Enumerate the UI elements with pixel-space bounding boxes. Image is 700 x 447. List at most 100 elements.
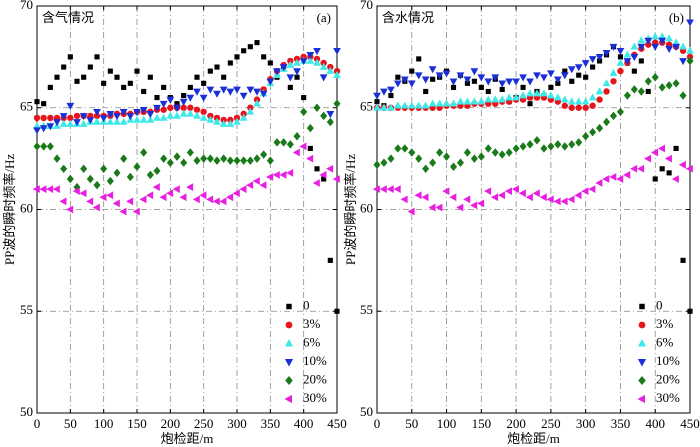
marker — [416, 56, 422, 62]
marker — [46, 142, 54, 151]
marker — [212, 197, 220, 206]
x-tick-label: 200 — [506, 416, 526, 431]
marker — [497, 191, 506, 200]
marker — [326, 66, 335, 74]
legend-label: 30% — [656, 390, 680, 405]
marker — [386, 185, 394, 194]
marker — [414, 101, 423, 109]
marker — [685, 164, 693, 173]
marker — [120, 154, 128, 163]
marker — [67, 54, 73, 60]
marker — [679, 91, 687, 100]
marker — [595, 54, 604, 62]
marker — [435, 203, 443, 212]
marker — [320, 111, 328, 121]
marker — [609, 68, 618, 76]
marker — [273, 68, 281, 76]
marker — [512, 78, 520, 86]
marker — [39, 185, 47, 194]
y-tick-label: 65 — [360, 99, 373, 114]
marker — [421, 193, 429, 202]
legend-label: 20% — [656, 371, 680, 386]
x-tick-label: 350 — [261, 416, 281, 431]
marker — [602, 49, 611, 58]
marker — [321, 176, 327, 182]
marker — [485, 88, 491, 95]
marker — [533, 72, 541, 80]
marker — [299, 142, 307, 151]
marker — [139, 195, 147, 204]
marker — [526, 89, 534, 97]
marker — [332, 175, 340, 183]
marker — [192, 195, 200, 204]
marker — [33, 114, 41, 122]
marker — [658, 37, 667, 45]
marker — [66, 119, 75, 127]
marker — [101, 80, 107, 86]
x-tick-label: 100 — [437, 416, 457, 431]
marker — [498, 80, 507, 88]
marker — [59, 197, 67, 206]
marker — [107, 68, 113, 74]
marker — [253, 154, 261, 163]
marker — [553, 76, 562, 84]
marker — [665, 34, 674, 42]
marker — [553, 93, 562, 101]
marker — [407, 207, 415, 216]
marker — [33, 142, 41, 151]
marker — [140, 148, 148, 157]
marker — [548, 84, 554, 90]
marker — [581, 60, 590, 68]
marker — [146, 115, 155, 123]
marker — [380, 158, 388, 167]
marker — [159, 193, 167, 202]
marker — [560, 197, 568, 206]
marker — [200, 108, 207, 116]
marker — [610, 78, 617, 85]
marker — [428, 99, 437, 107]
marker — [114, 74, 120, 80]
marker — [616, 175, 624, 183]
marker — [644, 37, 653, 45]
marker — [387, 154, 395, 163]
marker — [174, 101, 180, 107]
marker — [306, 52, 315, 60]
marker — [569, 78, 575, 84]
marker — [226, 119, 235, 127]
marker — [387, 103, 395, 111]
marker — [201, 80, 207, 86]
marker — [166, 111, 175, 119]
marker — [456, 72, 465, 80]
marker — [33, 127, 41, 135]
marker — [623, 91, 631, 100]
marker — [186, 109, 195, 117]
marker — [92, 203, 100, 212]
marker — [512, 93, 520, 101]
marker — [66, 102, 75, 110]
marker — [400, 195, 408, 204]
marker — [286, 168, 294, 177]
marker — [119, 109, 128, 117]
marker — [59, 119, 68, 127]
marker — [511, 185, 519, 194]
marker — [247, 44, 253, 50]
marker — [314, 166, 320, 172]
marker — [220, 154, 228, 163]
marker — [286, 74, 295, 82]
marker — [166, 96, 175, 104]
marker — [547, 142, 555, 151]
marker — [637, 36, 646, 44]
marker — [512, 144, 520, 153]
marker — [152, 183, 160, 191]
marker — [259, 181, 267, 189]
marker — [146, 170, 154, 180]
marker — [567, 66, 576, 74]
marker — [373, 160, 381, 169]
marker — [409, 68, 415, 74]
marker — [239, 185, 247, 194]
marker — [574, 64, 583, 72]
marker — [121, 84, 127, 90]
marker — [334, 308, 340, 314]
marker — [672, 38, 680, 46]
marker — [213, 156, 221, 165]
